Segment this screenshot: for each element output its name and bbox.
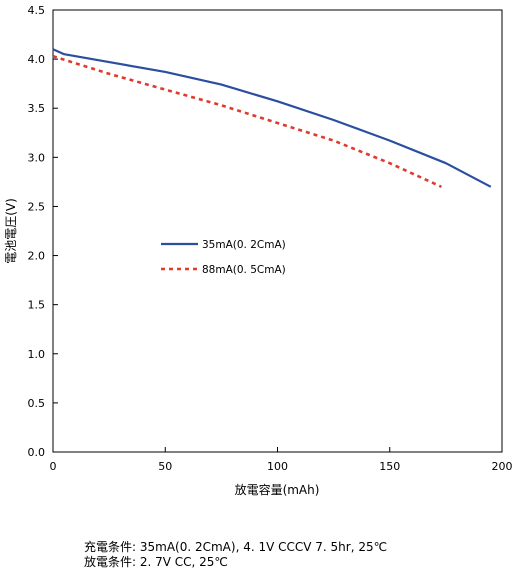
y-tick-label: 1.5	[28, 299, 46, 312]
y-tick-label: 1.0	[28, 348, 46, 361]
charge-conditions: 充電条件: 35mA(0. 2CmA), 4. 1V CCCV 7. 5hr, …	[84, 540, 388, 554]
y-tick-label: 2.0	[28, 250, 46, 263]
legend-label-2: 88mA(0. 5CmA)	[202, 264, 286, 276]
x-tick-label: 50	[158, 460, 172, 473]
x-tick-label: 0	[50, 460, 57, 473]
y-axis-title: 電池電圧(V)	[4, 198, 18, 264]
y-tick-label: 4.0	[28, 53, 46, 66]
x-tick-label: 200	[492, 460, 513, 473]
y-tick-label: 0.5	[28, 397, 46, 410]
footnotes: 充電条件: 35mA(0. 2CmA), 4. 1V CCCV 7. 5hr, …	[84, 540, 387, 570]
y-tick-label: 4.5	[28, 4, 46, 17]
x-tick-label: 100	[267, 460, 288, 473]
x-tick-label: 150	[379, 460, 400, 473]
y-axis: 0.0 0.5 1.0 1.5 2.0 2.5 3.0 3.5 4.0 4.5	[28, 4, 58, 459]
y-tick-label: 3.5	[28, 102, 46, 115]
y-tick-label: 0.0	[28, 446, 46, 459]
discharge-chart: 0.0 0.5 1.0 1.5 2.0 2.5 3.0 3.5 4.0 4.5 0 50 100 150…	[4, 4, 513, 497]
x-axis-title: 放電容量(mAh)	[235, 482, 320, 497]
legend-label-1: 35mA(0. 2CmA)	[202, 239, 286, 251]
plot-area	[52, 9, 503, 453]
series-layer	[52, 48, 492, 188]
y-tick-label: 2.5	[28, 200, 46, 213]
series-line-1	[52, 48, 492, 188]
legend: 35mA(0. 2CmA) 88mA(0. 5CmA)	[161, 239, 286, 276]
y-tick-label: 3.0	[28, 151, 46, 164]
x-axis: 0 50 100 150 200	[50, 447, 513, 473]
discharge-conditions: 放電条件: 2. 7V CC, 25℃	[84, 555, 228, 569]
